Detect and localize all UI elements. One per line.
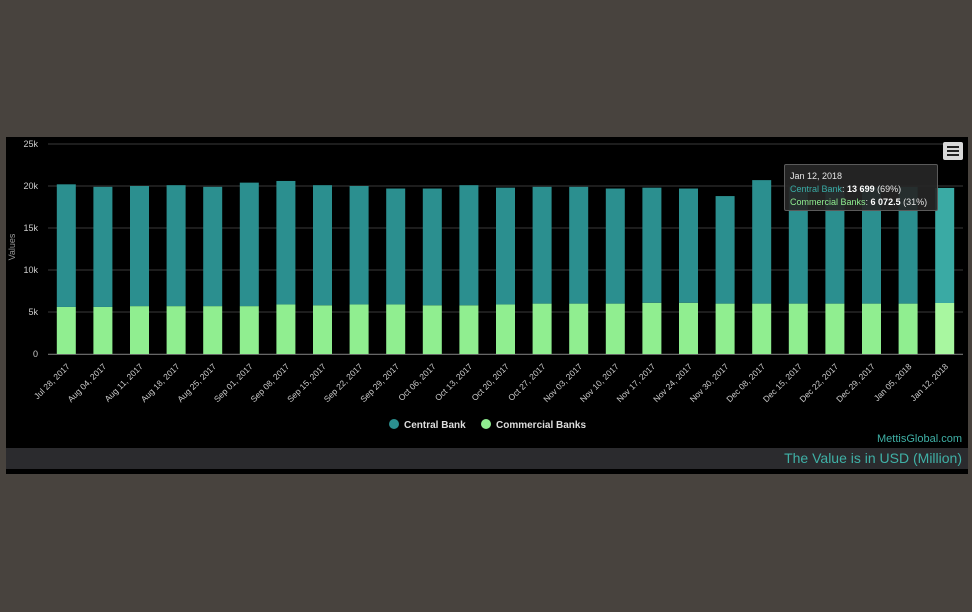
chart-container: 0 5k 10k 15k 20k 25k Values Jul 28, 2017 Aug 0… — [6, 137, 968, 474]
legend-item-label[interactable]: Commercial Banks — [496, 420, 586, 431]
tooltip-commercial-label: Commercial Banks — [790, 197, 866, 207]
bar-commercial-banks[interactable] — [935, 302, 955, 354]
bar-commercial-banks[interactable] — [532, 303, 552, 354]
x-tick-label: Sep 29, 2017 — [358, 361, 401, 404]
bar-central-bank[interactable] — [93, 186, 113, 307]
bar-commercial-banks[interactable] — [679, 302, 698, 354]
y-tick-label: 0 — [33, 349, 38, 359]
bar-series — [56, 180, 955, 354]
bar-central-bank[interactable] — [56, 184, 76, 307]
bar-central-bank[interactable] — [459, 185, 479, 306]
y-tick-label: 25k — [23, 139, 38, 149]
tooltip-central-value: 13 699 — [847, 184, 875, 194]
bar-commercial-banks[interactable] — [569, 303, 589, 354]
bar-central-bank[interactable] — [349, 186, 369, 305]
tooltip-central-pct: (69%) — [877, 184, 902, 194]
bar-central-bank[interactable] — [166, 185, 186, 307]
bar-commercial-banks[interactable] — [605, 303, 625, 354]
bar-commercial-banks[interactable] — [93, 306, 113, 354]
units-note: The Value is in USD (Million) — [784, 450, 962, 466]
credits-link[interactable]: MettisGlobal.com — [877, 433, 962, 445]
bar-central-bank[interactable] — [642, 187, 662, 303]
bar-central-bank[interactable] — [313, 185, 332, 306]
bar-commercial-banks[interactable] — [752, 303, 772, 354]
legend: Central Bank Commercial Banks — [389, 419, 586, 431]
y-tick-label: 20k — [23, 181, 38, 191]
x-tick-label: Aug 04, 2017 — [65, 361, 108, 404]
tooltip-date: Jan 12, 2018 — [790, 171, 843, 181]
bar-central-bank[interactable] — [935, 187, 955, 303]
bar-commercial-banks[interactable] — [203, 306, 223, 354]
menu-icon[interactable] — [943, 142, 963, 160]
bar-central-bank[interactable] — [752, 180, 772, 304]
bar-central-bank[interactable] — [862, 186, 881, 304]
bar-commercial-banks[interactable] — [239, 306, 259, 354]
bar-central-bank[interactable] — [203, 186, 223, 307]
bar-central-bank[interactable] — [239, 182, 259, 307]
bar-commercial-banks[interactable] — [825, 303, 845, 354]
bar-central-bank[interactable] — [679, 188, 698, 303]
bar-central-bank[interactable] — [569, 186, 589, 304]
legend-marker[interactable] — [481, 419, 491, 429]
bar-commercial-banks[interactable] — [788, 303, 808, 354]
x-tick-label: Oct 06, 2017 — [396, 361, 438, 403]
bar-commercial-banks[interactable] — [386, 304, 406, 354]
tooltip-commercial-value: 6 072.5 — [870, 197, 901, 207]
bar-commercial-banks[interactable] — [642, 302, 662, 354]
y-tick-label: 15k — [23, 223, 38, 233]
legend-item-label[interactable]: Central Bank — [404, 420, 466, 431]
bar-central-bank[interactable] — [898, 186, 918, 304]
bar-central-bank[interactable] — [532, 186, 552, 304]
tooltip-commercial-pct: (31%) — [903, 197, 928, 207]
bar-commercial-banks[interactable] — [422, 305, 442, 354]
y-axis-ticks: 0 5k 10k 15k 20k 25k — [23, 139, 38, 359]
bar-commercial-banks[interactable] — [715, 303, 735, 354]
x-tick-label: Oct 20, 2017 — [469, 361, 511, 403]
bar-commercial-banks[interactable] — [276, 304, 296, 354]
bar-commercial-banks[interactable] — [862, 303, 881, 354]
bar-commercial-banks[interactable] — [459, 305, 479, 354]
y-tick-label: 5k — [28, 307, 38, 317]
x-tick-label: Dec 29, 2017 — [834, 361, 877, 404]
bar-central-bank[interactable] — [715, 196, 735, 304]
bar-commercial-banks[interactable] — [496, 304, 515, 354]
bar-commercial-banks[interactable] — [130, 306, 149, 354]
x-tick-label: Jul 28, 2017 — [32, 361, 72, 401]
bar-central-bank[interactable] — [422, 188, 442, 306]
bar-commercial-banks[interactable] — [166, 306, 186, 354]
x-tick-label: Oct 13, 2017 — [433, 361, 475, 403]
bar-commercial-banks[interactable] — [349, 304, 369, 354]
legend-marker[interactable] — [389, 419, 399, 429]
bar-central-bank[interactable] — [276, 180, 296, 305]
tooltip-commercial-row: Commercial Banks: 6 072.5 (31%) — [790, 197, 928, 207]
bar-central-bank[interactable] — [496, 187, 515, 305]
bar-commercial-banks[interactable] — [898, 303, 918, 354]
bar-central-bank[interactable] — [825, 186, 845, 304]
x-tick-label: Jan 12, 2018 — [908, 361, 950, 403]
bar-central-bank[interactable] — [130, 186, 149, 307]
tooltip-central-row: Central Bank: 13 699 (69%) — [790, 184, 902, 194]
y-axis-label: Values — [7, 233, 17, 260]
footer-bar — [6, 448, 968, 469]
y-tick-label: 10k — [23, 265, 38, 275]
bar-central-bank[interactable] — [605, 188, 625, 304]
bar-central-bank[interactable] — [386, 188, 406, 305]
bar-commercial-banks[interactable] — [313, 305, 332, 354]
tooltip: Jan 12, 2018 Central Bank: 13 699 (69%) … — [784, 164, 938, 211]
bar-central-bank[interactable] — [788, 186, 808, 304]
x-tick-label: Jan 05, 2018 — [872, 361, 914, 403]
bar-commercial-banks[interactable] — [56, 306, 76, 354]
tooltip-central-label: Central Bank — [790, 184, 843, 194]
